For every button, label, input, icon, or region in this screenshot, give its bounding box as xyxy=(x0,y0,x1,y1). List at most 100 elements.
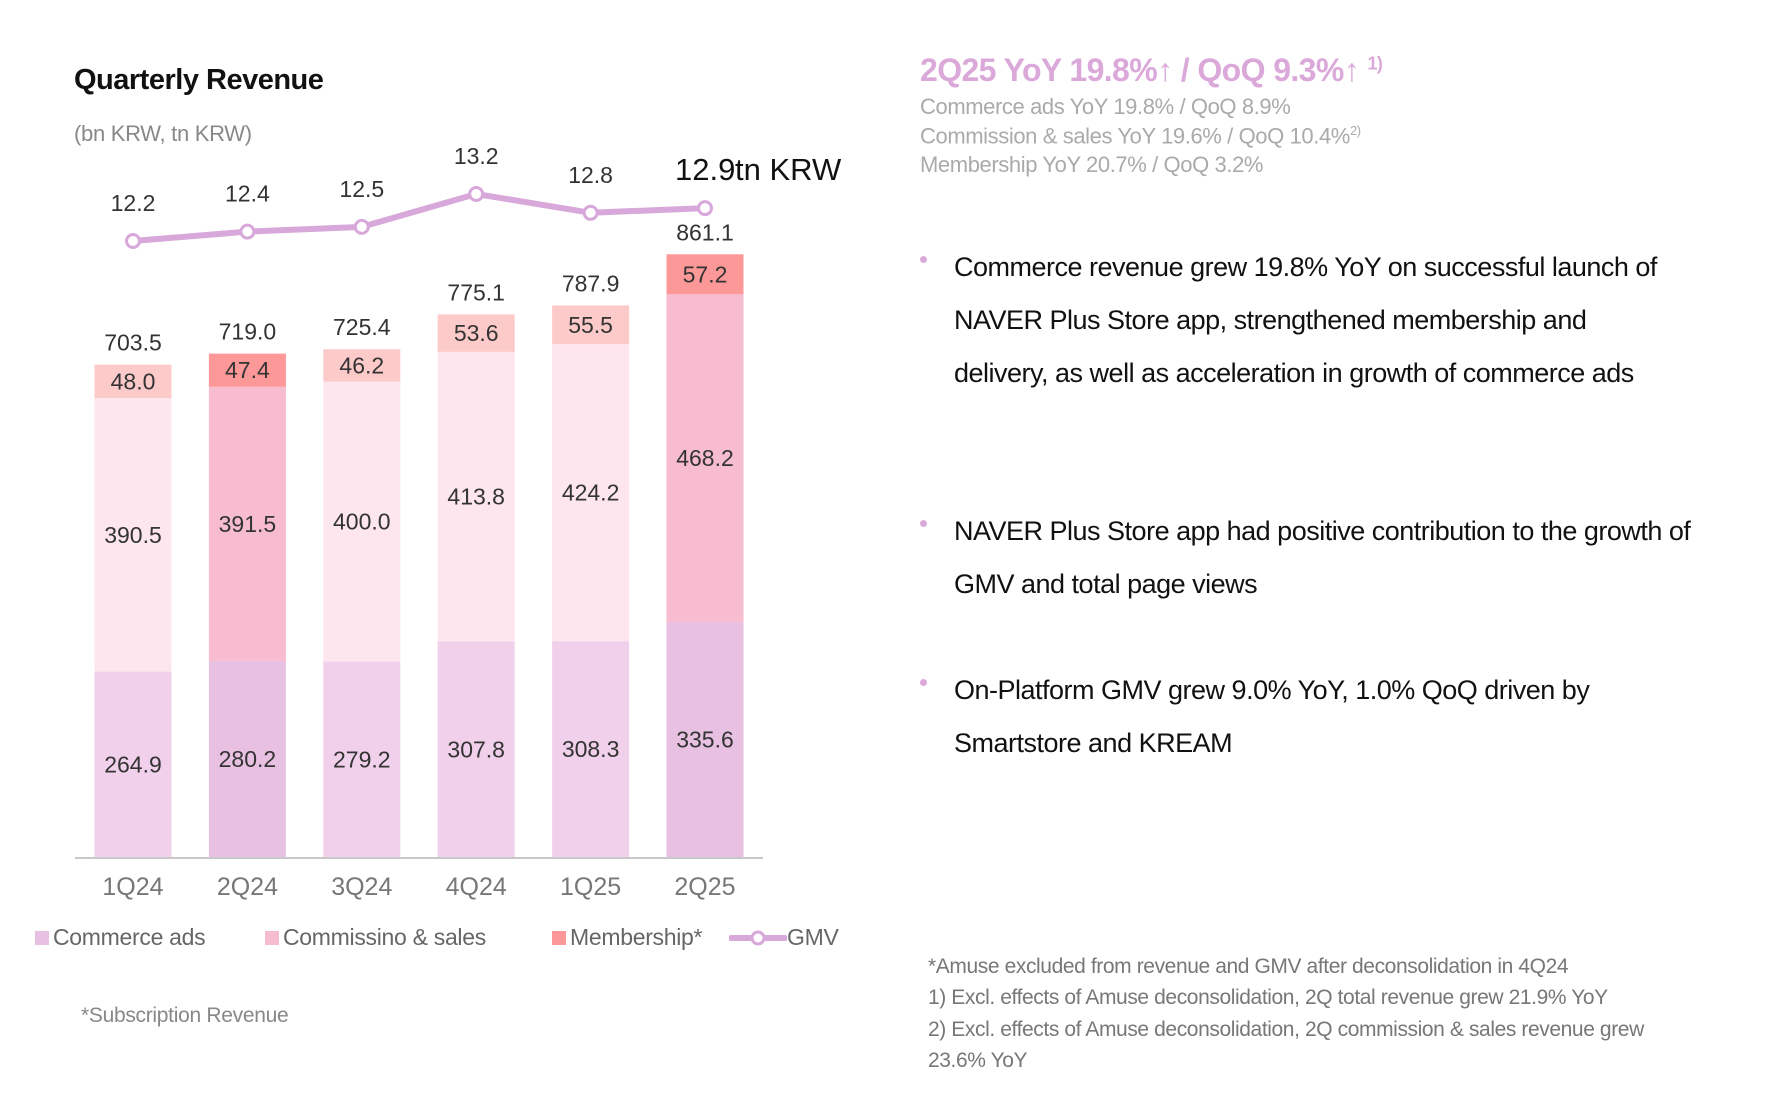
gmv-point xyxy=(125,233,141,249)
segment-value-label: 468.2 xyxy=(676,445,734,471)
segment-value-label: 424.2 xyxy=(562,480,620,506)
gmv-line xyxy=(132,191,706,244)
bullet-dot-icon xyxy=(920,256,927,263)
gmv-value-label: 12.8 xyxy=(568,162,613,188)
bullet-text: Commerce revenue grew 19.8% YoY on succe… xyxy=(954,252,1657,388)
segment-value-label: 264.9 xyxy=(104,751,162,777)
total-value-label: 725.4 xyxy=(333,314,391,340)
summary-line: Membership YoY 20.7% / QoQ 3.2% xyxy=(920,152,1263,178)
bar-segment-membership- xyxy=(552,305,630,345)
summary-line-text: Membership YoY 20.7% / QoQ 3.2% xyxy=(920,152,1264,177)
segment-value-label: 55.5 xyxy=(568,312,613,338)
summary-line-text: Commission & sales YoY 19.6% / QoQ 10.4% xyxy=(920,123,1350,149)
x-tick-label: 1Q25 xyxy=(560,873,621,901)
legend-label: Commerce ads xyxy=(53,924,206,950)
segment-value-label: 413.8 xyxy=(447,484,505,510)
segment-value-label: 308.3 xyxy=(562,736,620,762)
bar-segment-commerce-ads xyxy=(552,641,630,857)
summary-line-note: 2) xyxy=(1349,123,1361,138)
bullet-item: Commerce revenue grew 19.8% YoY on succe… xyxy=(920,241,1740,400)
total-value-label: 787.9 xyxy=(562,270,620,296)
segment-value-label: 400.0 xyxy=(333,509,391,535)
gmv-point xyxy=(353,218,370,235)
bar-segment-membership- xyxy=(323,349,401,382)
bar-segment-commissino-sales xyxy=(437,351,515,642)
total-value-label: 719.0 xyxy=(219,319,277,345)
gmv-value-label: 12.9 xyxy=(675,152,735,187)
legend-swatch xyxy=(552,930,566,945)
bullet-text: On-Platform GMV grew 9.0% YoY, 1.0% QoQ … xyxy=(954,675,1590,758)
chart-footnote: *Subscription Revenue xyxy=(81,1004,289,1027)
legend-label: Commissino & sales xyxy=(283,924,486,950)
legend-swatch xyxy=(265,930,279,945)
gmv-point xyxy=(239,223,256,240)
bar-segment-commissino-sales xyxy=(666,294,744,623)
summary-headline: 2Q25 YoY 19.8%↑ / QoQ 9.3%↑ 1) xyxy=(920,52,1383,89)
segment-value-label: 57.2 xyxy=(683,261,728,287)
bar-segment-membership- xyxy=(437,314,515,352)
legend-line-marker-icon xyxy=(729,930,787,945)
x-tick-label: 4Q24 xyxy=(446,873,507,901)
segment-value-label: 48.0 xyxy=(111,368,156,394)
bullet-text: NAVER Plus Store app had positive contri… xyxy=(954,516,1691,599)
gmv-point xyxy=(697,200,713,217)
gmv-value-label: 12.2 xyxy=(111,190,156,216)
legend-membership: Membership* xyxy=(552,924,703,951)
headline-note: 1) xyxy=(1367,53,1383,74)
footnote: 2) Excl. effects of Amuse deconsolidatio… xyxy=(928,1018,1644,1041)
gmv-value-label: 12.5 xyxy=(339,176,384,202)
bar-segment-commissino-sales xyxy=(94,398,172,672)
total-value-label: 861.1 xyxy=(676,219,734,245)
segment-value-label: 46.2 xyxy=(339,352,384,378)
bar-segment-commerce-ads xyxy=(437,641,515,857)
bar-segment-membership- xyxy=(666,254,744,295)
legend-label: GMV xyxy=(787,924,839,950)
bar-segment-commissino-sales xyxy=(552,344,630,642)
segment-value-label: 53.6 xyxy=(454,320,499,346)
summary-line: Commerce ads YoY 19.8% / QoQ 8.9% xyxy=(920,94,1291,120)
bar-segment-membership- xyxy=(208,353,286,387)
footnote: 1) Excl. effects of Amuse deconsolidatio… xyxy=(928,986,1608,1009)
segment-value-label: 280.2 xyxy=(219,746,277,772)
total-value-label: 775.1 xyxy=(447,279,505,305)
x-tick-label: 3Q24 xyxy=(331,873,392,901)
legend-gmv: GMV xyxy=(729,924,839,951)
bullet-dot-icon xyxy=(920,679,927,686)
footnote: *Amuse excluded from revenue and GMV aft… xyxy=(928,955,1569,978)
segment-value-label: 47.4 xyxy=(225,357,270,383)
legend-swatch xyxy=(35,930,49,945)
summary-line: Commission & sales YoY 19.6% / QoQ 10.4%… xyxy=(920,123,1361,149)
bullet-item: NAVER Plus Store app had positive contri… xyxy=(920,505,1740,611)
gmv-value-label: 12.4 xyxy=(225,181,270,207)
bar-segment-commerce-ads xyxy=(323,661,401,857)
segment-value-label: 307.8 xyxy=(447,736,505,762)
total-value-label: 703.5 xyxy=(104,330,162,356)
bar-segment-commissino-sales xyxy=(323,381,401,662)
headline-text: 2Q25 YoY 19.8%↑ / QoQ 9.3%↑ xyxy=(920,52,1360,88)
legend-commerce-ads: Commerce ads xyxy=(35,924,206,951)
bar-segment-commerce-ads xyxy=(208,660,286,857)
bullet-dot-icon xyxy=(920,520,927,527)
legend-commission-sales: Commissino & sales xyxy=(265,924,486,951)
legend-label: Membership* xyxy=(570,924,703,950)
x-tick-label: 2Q24 xyxy=(217,873,278,901)
segment-value-label: 390.5 xyxy=(104,522,162,548)
x-tick-label: 2Q25 xyxy=(674,873,735,901)
gmv-unit-label: tn KRW xyxy=(735,152,842,187)
bar-segment-membership- xyxy=(94,364,172,399)
x-tick-label: 1Q24 xyxy=(102,873,163,901)
bar-segment-commerce-ads xyxy=(94,671,172,857)
summary-line-text: Commerce ads YoY 19.8% / QoQ 8.9% xyxy=(920,94,1291,119)
footnote: 23.6% YoY xyxy=(928,1049,1028,1072)
chart-unit-label: (bn KRW, tn KRW) xyxy=(74,121,252,146)
bar-segment-commerce-ads xyxy=(666,622,744,857)
bullet-item: On-Platform GMV grew 9.0% YoY, 1.0% QoQ … xyxy=(920,664,1740,770)
segment-value-label: 335.6 xyxy=(676,727,734,753)
segment-value-label: 279.2 xyxy=(333,746,391,772)
gmv-point xyxy=(468,186,485,202)
chart-title: Quarterly Revenue xyxy=(74,64,324,96)
gmv-value-label: 13.2 xyxy=(454,143,499,169)
revenue-chart: 264.9 390.5 48.0 703.5 1Q24 280.2 391.5 47.4 719… xyxy=(75,143,842,901)
gmv-point xyxy=(582,204,599,221)
bar-segment-commissino-sales xyxy=(208,386,286,661)
